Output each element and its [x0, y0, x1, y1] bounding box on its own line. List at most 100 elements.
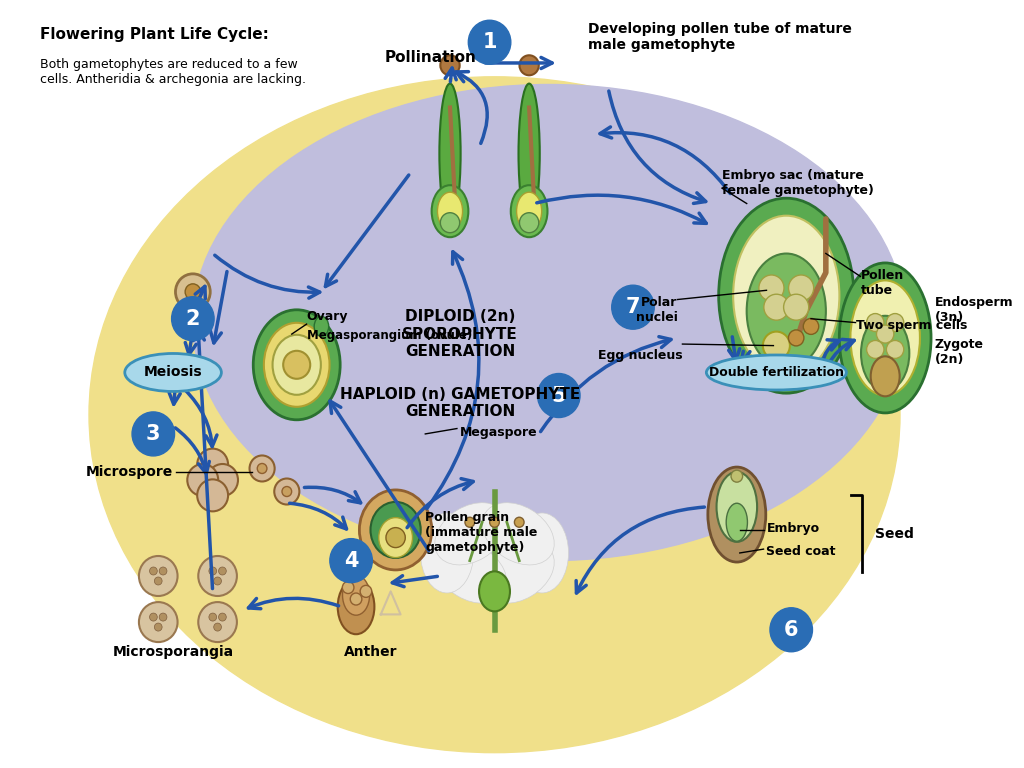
- Text: Endosperm
(3n): Endosperm (3n): [935, 296, 1014, 323]
- Ellipse shape: [359, 490, 432, 570]
- Circle shape: [209, 613, 217, 621]
- Circle shape: [514, 517, 524, 528]
- Text: 4: 4: [344, 551, 358, 571]
- Circle shape: [538, 373, 580, 418]
- Ellipse shape: [746, 253, 826, 369]
- Circle shape: [218, 567, 226, 575]
- Text: Polar
nuclei: Polar nuclei: [636, 296, 678, 323]
- Ellipse shape: [479, 571, 510, 611]
- Ellipse shape: [439, 84, 461, 223]
- Circle shape: [274, 478, 299, 505]
- Ellipse shape: [89, 77, 900, 753]
- Circle shape: [185, 284, 201, 300]
- Circle shape: [465, 517, 474, 528]
- Text: 1: 1: [482, 32, 497, 52]
- Circle shape: [284, 351, 310, 379]
- Text: Microspore: Microspore: [86, 465, 173, 479]
- Ellipse shape: [125, 353, 221, 392]
- Text: Ovary: Ovary: [306, 310, 348, 323]
- Text: 2: 2: [185, 309, 200, 329]
- Text: Anther: Anther: [344, 645, 397, 659]
- Ellipse shape: [379, 518, 413, 558]
- Ellipse shape: [861, 316, 909, 391]
- Ellipse shape: [437, 192, 463, 230]
- Text: Double fertilization: Double fertilization: [709, 366, 844, 379]
- Circle shape: [350, 593, 361, 605]
- Text: 6: 6: [784, 620, 799, 640]
- Ellipse shape: [717, 472, 757, 542]
- Circle shape: [150, 613, 158, 621]
- Text: Seed coat: Seed coat: [767, 545, 836, 558]
- Text: Seed: Seed: [876, 527, 914, 541]
- Ellipse shape: [726, 503, 748, 541]
- Text: Embryo: Embryo: [767, 522, 819, 535]
- Ellipse shape: [435, 541, 507, 603]
- Circle shape: [342, 581, 354, 594]
- Ellipse shape: [515, 513, 568, 593]
- Text: Megaspore: Megaspore: [460, 426, 538, 439]
- Ellipse shape: [719, 198, 854, 393]
- Circle shape: [199, 602, 237, 642]
- Ellipse shape: [421, 513, 473, 593]
- Circle shape: [175, 274, 210, 310]
- Text: Megasporangium (ovule): Megasporangium (ovule): [306, 329, 472, 342]
- Ellipse shape: [272, 335, 321, 395]
- Ellipse shape: [840, 263, 931, 413]
- Circle shape: [199, 556, 237, 596]
- Ellipse shape: [516, 192, 542, 230]
- Circle shape: [386, 528, 406, 548]
- Circle shape: [764, 294, 788, 320]
- Text: Both gametophytes are reduced to a few
cells. Antheridia & archegonia are lackin: Both gametophytes are reduced to a few c…: [40, 58, 305, 85]
- Circle shape: [155, 623, 162, 631]
- Text: 7: 7: [626, 297, 640, 317]
- Text: Flowering Plant Life Cycle:: Flowering Plant Life Cycle:: [40, 27, 268, 42]
- Ellipse shape: [850, 280, 920, 396]
- Circle shape: [788, 275, 814, 301]
- Circle shape: [257, 463, 267, 474]
- Text: Developing pollen tube of mature
male gametophyte: Developing pollen tube of mature male ga…: [589, 22, 852, 51]
- Ellipse shape: [338, 579, 375, 634]
- Circle shape: [440, 55, 460, 75]
- Circle shape: [468, 20, 511, 65]
- Circle shape: [763, 332, 790, 359]
- Ellipse shape: [371, 502, 421, 558]
- Ellipse shape: [511, 185, 548, 237]
- Circle shape: [330, 538, 373, 583]
- Circle shape: [783, 294, 809, 320]
- Circle shape: [788, 330, 804, 346]
- Ellipse shape: [482, 503, 554, 565]
- Text: Zygote
(2n): Zygote (2n): [935, 338, 984, 366]
- Text: Meiosis: Meiosis: [143, 366, 203, 379]
- Circle shape: [877, 325, 894, 343]
- Circle shape: [770, 607, 812, 652]
- Text: 3: 3: [146, 424, 161, 444]
- Circle shape: [759, 275, 784, 301]
- Ellipse shape: [733, 216, 840, 376]
- Ellipse shape: [435, 503, 507, 565]
- Circle shape: [440, 213, 460, 233]
- Ellipse shape: [253, 310, 340, 420]
- Circle shape: [731, 470, 742, 482]
- Circle shape: [198, 479, 228, 511]
- Text: Pollen
tube: Pollen tube: [860, 269, 904, 296]
- Ellipse shape: [518, 84, 540, 223]
- Ellipse shape: [708, 467, 766, 562]
- Circle shape: [159, 567, 167, 575]
- Ellipse shape: [482, 541, 554, 603]
- Ellipse shape: [432, 185, 468, 237]
- Text: Pollination: Pollination: [384, 50, 476, 65]
- Circle shape: [150, 567, 158, 575]
- Ellipse shape: [342, 575, 370, 615]
- Text: Pollen grain
(immature male
gametophyte): Pollen grain (immature male gametophyte): [425, 511, 538, 554]
- Ellipse shape: [193, 84, 905, 561]
- Circle shape: [887, 313, 904, 332]
- Ellipse shape: [264, 323, 330, 407]
- Circle shape: [866, 313, 884, 332]
- Text: 5: 5: [552, 386, 566, 406]
- Circle shape: [209, 567, 217, 575]
- Text: Embryo sac (mature
female gametophyte): Embryo sac (mature female gametophyte): [722, 169, 873, 197]
- Text: Two sperm cells: Two sperm cells: [855, 319, 967, 332]
- Ellipse shape: [314, 316, 329, 336]
- Circle shape: [155, 577, 162, 585]
- Circle shape: [519, 55, 539, 75]
